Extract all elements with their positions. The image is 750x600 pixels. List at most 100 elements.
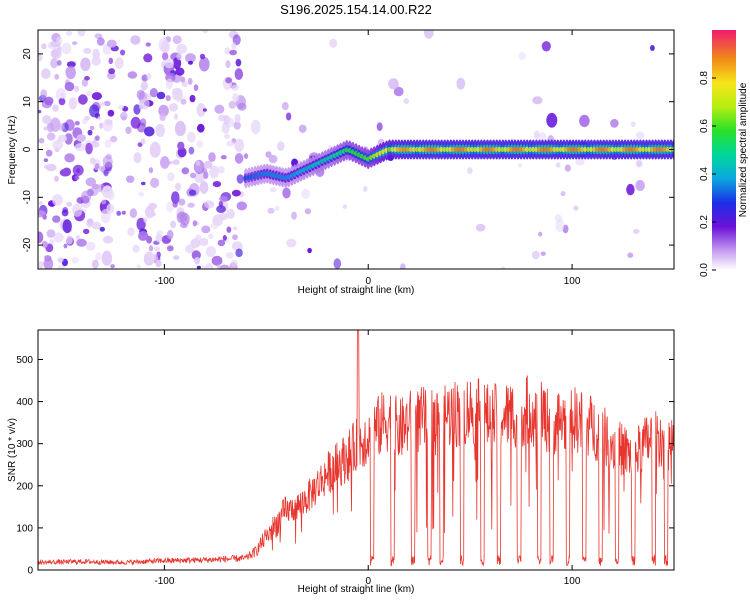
y-tick-label: 300 <box>16 439 33 450</box>
spectrogram-cell <box>149 88 158 98</box>
spectrogram-cell <box>92 48 100 60</box>
spectrogram-cell <box>243 153 249 159</box>
spectrogram-cell <box>234 153 244 164</box>
spectrogram-cell <box>143 217 148 223</box>
spectrogram-cell <box>467 167 473 175</box>
spectrogram-cell <box>150 177 160 188</box>
y-tick-label: -10 <box>22 190 33 205</box>
spectrogram-cell <box>175 182 181 191</box>
spectrogram-cell <box>41 68 51 79</box>
spectrogram-cell <box>102 185 113 199</box>
spectrogram-cell <box>333 258 342 269</box>
spectrogram-cell <box>130 35 141 45</box>
spectrogram-cell <box>166 245 174 252</box>
spectrogram-cell <box>456 77 466 90</box>
spectrogram-cell <box>307 247 312 254</box>
spectrogram-cell <box>196 265 201 269</box>
spectrogram-cell <box>38 231 44 244</box>
spectrogram-cell <box>121 210 126 215</box>
spectrogram-cell <box>201 225 211 234</box>
spectrogram-cell <box>76 238 87 247</box>
spectrogram-cell <box>208 152 216 163</box>
spectrogram-cell <box>630 121 636 127</box>
spectrogram-cell <box>51 48 62 60</box>
spectrogram-cell <box>216 205 226 214</box>
spectrogram-cell <box>71 257 79 264</box>
spectrogram-cell <box>118 104 124 110</box>
spectrogram-cell <box>304 208 312 215</box>
spectrogram-cell <box>133 104 141 115</box>
spectrogram-cell <box>130 116 141 129</box>
spectrogram-xlabel: Height of straight line (km) <box>298 285 415 296</box>
spectrogram-cell <box>423 30 434 39</box>
y-tick-label: 10 <box>22 96 33 108</box>
spectrogram-cell <box>85 241 96 251</box>
spectrogram-cell <box>540 251 546 257</box>
spectrogram-cell <box>38 137 45 144</box>
spectrogram-cell <box>192 220 197 227</box>
spectrogram-cell <box>42 115 52 125</box>
spectrogram-cell <box>43 158 49 163</box>
spectrogram-cell <box>85 91 93 97</box>
spectrogram-cell <box>38 261 44 269</box>
spectrogram-cell <box>174 120 186 137</box>
spectrogram-cell <box>97 116 102 121</box>
spectrogram-cell <box>531 250 540 260</box>
y-tick-label: 400 <box>16 397 33 408</box>
spectrogram-cell <box>140 138 146 145</box>
spectrogram-cell <box>52 104 59 112</box>
spectrogram-cell <box>199 53 206 60</box>
spectrogram-cell <box>62 167 72 177</box>
y-tick-label: 20 <box>22 48 33 60</box>
spectrogram-cell <box>103 235 114 244</box>
spectrogram-cell <box>101 199 107 205</box>
spectrogram-cell <box>533 130 540 140</box>
spectrogram-cell <box>158 37 169 53</box>
spectrogram-cell <box>376 122 383 131</box>
spectrogram-cell <box>281 101 289 111</box>
spectrogram-cell <box>159 113 166 122</box>
spectrogram-cell <box>188 60 193 65</box>
spectrogram-cell <box>573 205 579 211</box>
spectrogram-cell <box>194 257 201 265</box>
spectrogram-cell <box>180 212 190 226</box>
spectrogram-cell <box>180 76 186 83</box>
x-tick-label: 0 <box>365 276 371 287</box>
spectrogram-cell <box>99 226 106 232</box>
spectrogram-cell <box>196 140 204 148</box>
spectrogram-cell <box>50 58 59 69</box>
spectrogram-cell <box>301 189 311 199</box>
spectrogram-cell <box>169 103 178 112</box>
spectrogram-cell <box>231 189 241 197</box>
spectrogram-cell <box>56 36 63 45</box>
spectrogram-cell <box>226 140 235 147</box>
spectrogram-cell <box>155 123 165 137</box>
colorbar-tick-label: 0.2 <box>699 215 710 229</box>
spectrogram-cell <box>57 257 64 263</box>
spectrogram-cell <box>232 226 238 231</box>
spectrogram-cell <box>177 141 185 150</box>
spectrogram-cell <box>89 125 95 130</box>
spectrogram-cell <box>217 114 227 122</box>
spectrogram-cells <box>38 30 655 269</box>
spectrogram-cell <box>199 181 209 194</box>
spectrogram-cell <box>61 42 72 55</box>
colorbar-gradient <box>712 30 736 270</box>
spectrogram-cell <box>57 123 65 131</box>
spectrogram-cell <box>149 252 159 263</box>
spectrogram-cell <box>148 167 154 174</box>
spectrogram-cell <box>626 183 635 196</box>
spectrogram-cell <box>208 233 214 240</box>
spectrogram-cell <box>193 84 199 91</box>
spectrogram-cell <box>85 142 93 155</box>
spectrogram-cell <box>232 93 240 102</box>
spectrogram-cell <box>146 72 152 80</box>
spectrogram-cell <box>54 73 60 80</box>
spectrogram-cell <box>52 215 61 223</box>
spectrogram-cell <box>38 109 42 114</box>
spectrogram-cell <box>190 238 201 249</box>
y-tick-label: -20 <box>22 237 33 252</box>
spectrogram-cell <box>165 78 173 90</box>
spectrogram-cell <box>76 134 86 142</box>
spectrogram-cell <box>172 159 180 165</box>
